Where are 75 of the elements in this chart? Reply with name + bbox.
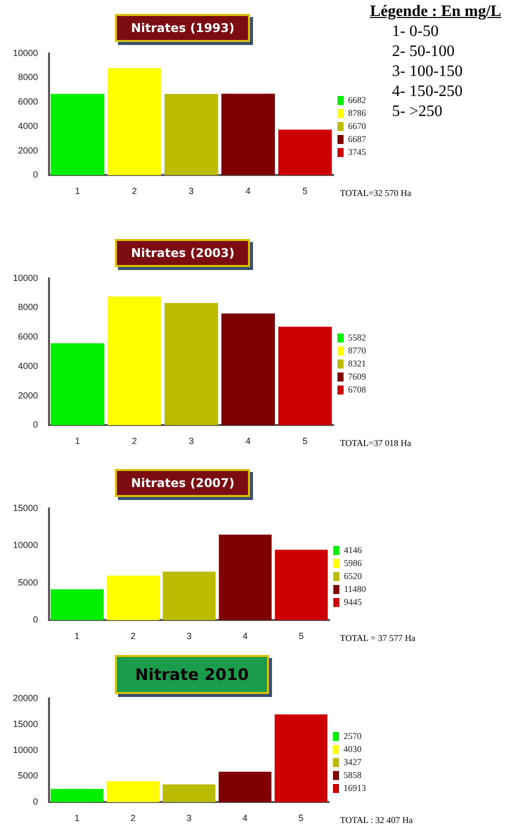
y-tick-label: 8000	[18, 302, 38, 312]
x-tick-label: 1	[74, 186, 80, 196]
y-tick-label: 10000	[12, 540, 38, 550]
x-tick-label: 4	[242, 631, 248, 642]
y-tick-label: 5000	[18, 577, 38, 588]
legend-label: 6520	[344, 570, 362, 581]
x-tick-label: 4	[246, 186, 251, 196]
y-tick-label: 0	[33, 420, 38, 430]
x-tick-label: 4	[246, 436, 251, 446]
legend-label: 6682	[348, 94, 366, 105]
legend-label: 5582	[348, 332, 366, 342]
y-tick-label: 15000	[12, 502, 38, 513]
legend-label: 8786	[348, 108, 366, 118]
y-tick-label: 15000	[12, 718, 38, 729]
x-tick-label: 2	[130, 813, 136, 824]
chart-title: Nitrates (1993)	[115, 14, 250, 42]
y-tick-label: 20000	[12, 692, 38, 703]
y-tick-label: 4000	[18, 120, 38, 131]
legend-label: 6708	[348, 384, 366, 394]
legend-label: 6670	[348, 120, 366, 131]
text: 1- 0-50	[391, 22, 440, 42]
legend-label: 8321	[348, 358, 366, 368]
chart-title: Nitrates (2003)	[115, 239, 250, 267]
y-tick-label: 10000	[12, 48, 38, 58]
text: 3- 100-150	[391, 62, 464, 82]
legend-label: 16913	[344, 782, 366, 793]
x-tick-label: 2	[130, 631, 136, 642]
text: TOTAL=37 018 Ha	[340, 438, 412, 448]
legend-label: 9445	[344, 596, 362, 607]
x-tick-label: 5	[298, 631, 304, 642]
text: Légende : En mg/L	[370, 2, 502, 22]
x-tick-label: 5	[302, 436, 308, 446]
y-tick-label: 2000	[18, 390, 38, 400]
y-tick-label: 10000	[12, 744, 38, 755]
x-tick-label: 3	[188, 186, 194, 196]
y-tick-label: 6000	[18, 96, 38, 107]
y-tick-label: 10000	[12, 272, 38, 283]
legend-label: 3745	[348, 146, 366, 157]
legend-label: 4030	[344, 744, 362, 754]
x-tick-label: 5	[302, 186, 308, 196]
legend-label: 8770	[348, 345, 366, 356]
x-tick-label: 3	[186, 631, 192, 642]
y-tick-label: 6000	[18, 332, 38, 342]
x-tick-label: 1	[74, 436, 80, 446]
text: TOTAL = 37 577 Ha	[340, 633, 416, 643]
text: 4- 150-250	[391, 82, 464, 102]
x-tick-label: 1	[74, 813, 80, 824]
legend-label: 7609	[348, 371, 366, 382]
legend-label: 5858	[344, 770, 362, 780]
legend-label: 2570	[344, 730, 362, 741]
text: TOTAL=32 570 Ha	[340, 188, 412, 198]
y-tick-label: 4000	[18, 360, 38, 371]
chart-title: Nitrate 2010	[115, 655, 269, 694]
legend-label: 4146	[344, 544, 362, 555]
legend-label: 3427	[344, 756, 362, 767]
text: TOTAL : 32 407 Ha	[340, 815, 413, 825]
x-tick-label: 4	[242, 813, 248, 824]
x-tick-label: 3	[186, 813, 192, 824]
y-tick-label: 5000	[18, 770, 38, 781]
y-tick-label: 2000	[18, 145, 38, 156]
legend-label: 5986	[344, 558, 362, 568]
y-tick-label: 0	[33, 796, 38, 807]
legend-label: 6687	[348, 134, 366, 144]
x-tick-label: 3	[188, 436, 194, 446]
legend-label: 11480	[344, 584, 366, 594]
y-tick-label: 8000	[18, 72, 38, 82]
chart-title: Nitrates (2007)	[115, 469, 250, 497]
y-tick-label: 0	[33, 170, 38, 180]
x-tick-label: 1	[74, 631, 80, 642]
text: 2- 50-100	[391, 42, 456, 62]
x-tick-label: 2	[132, 186, 137, 196]
x-tick-label: 5	[298, 813, 304, 824]
y-tick-label: 0	[33, 614, 38, 625]
x-tick-label: 2	[132, 436, 137, 446]
text: 5- >250	[391, 102, 444, 122]
